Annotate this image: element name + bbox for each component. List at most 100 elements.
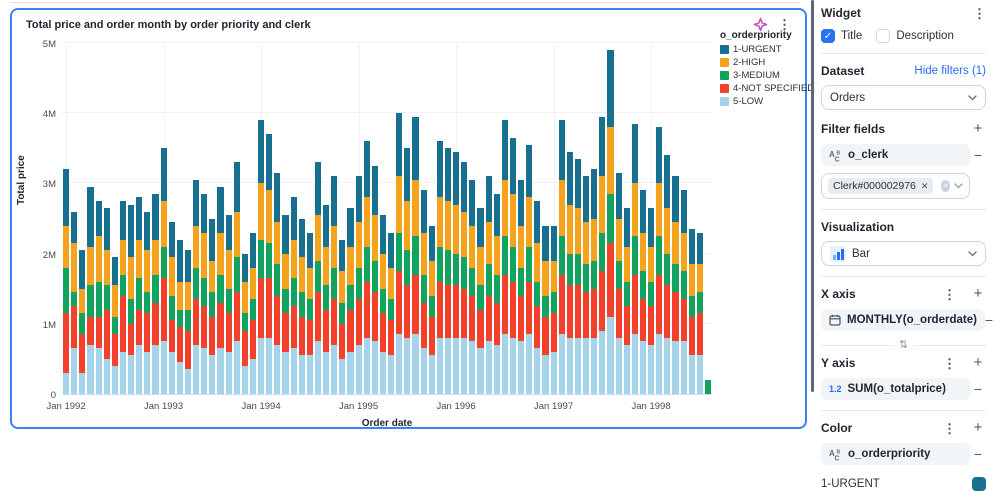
bar-column[interactable] (258, 120, 265, 394)
bar-column[interactable] (428, 225, 435, 394)
bar-column[interactable] (420, 190, 427, 394)
bar-column[interactable] (63, 169, 70, 394)
bar-column[interactable] (591, 169, 598, 394)
bar-column[interactable] (103, 208, 110, 394)
bar-column[interactable] (639, 190, 647, 394)
bar-column[interactable] (607, 50, 614, 394)
bar-column[interactable] (526, 144, 533, 394)
bar-column[interactable] (412, 116, 419, 394)
bar-column[interactable] (298, 218, 305, 394)
dataset-select[interactable]: Orders (821, 85, 986, 110)
bar-column[interactable] (282, 215, 289, 394)
legend-item[interactable]: 4-NOT SPECIFIED (720, 83, 814, 94)
legend-item[interactable]: 3-MEDIUM (720, 70, 814, 81)
bar-column[interactable] (583, 176, 590, 394)
y-axis-menu-icon[interactable]: ⋮ (943, 355, 956, 371)
bar-column[interactable] (128, 204, 135, 394)
filter-value-input[interactable]: Clerk#000002976 ✕ ✕ (821, 173, 970, 199)
bar-column[interactable] (534, 200, 541, 394)
remove-x-axis-button[interactable]: − (984, 312, 994, 328)
bar-column[interactable] (225, 215, 232, 394)
bar-column[interactable] (469, 179, 476, 394)
bar-column[interactable] (501, 120, 508, 394)
bar-column[interactable] (648, 208, 655, 394)
bar-column[interactable] (363, 141, 370, 394)
add-y-axis-button[interactable]: + (973, 354, 983, 371)
bar-column[interactable] (233, 162, 240, 394)
bar-column[interactable] (266, 134, 273, 394)
bar-column[interactable] (290, 197, 297, 394)
remove-color-button[interactable]: − (973, 446, 983, 462)
bar-column[interactable] (574, 158, 582, 394)
bar-column[interactable] (160, 148, 167, 394)
bar-column[interactable] (119, 200, 127, 394)
bar-column[interactable] (509, 137, 517, 394)
bar-column[interactable] (566, 151, 573, 394)
filter-chip[interactable]: Clerk#000002976 ✕ (828, 178, 934, 194)
bar-column[interactable] (672, 176, 679, 394)
bar-column[interactable] (371, 165, 378, 394)
visualization-select[interactable]: Bar (821, 241, 986, 266)
bar-column[interactable] (347, 208, 354, 394)
color-menu-icon[interactable]: ⋮ (943, 420, 956, 436)
color-field[interactable]: A B C o_orderpriority (821, 443, 970, 465)
bar-column[interactable] (599, 116, 606, 394)
chart-menu-icon[interactable]: ⋮ (778, 17, 791, 32)
panel-scrollbar[interactable] (811, 0, 814, 392)
bar-column[interactable] (696, 232, 703, 394)
bar-column[interactable] (111, 257, 118, 394)
bar-column[interactable] (136, 197, 143, 394)
checkbox-unchecked-icon[interactable] (876, 29, 891, 43)
chip-remove-icon[interactable]: ✕ (920, 180, 929, 191)
bar-column[interactable] (71, 211, 78, 394)
panel-menu-icon[interactable]: ⋮ (973, 5, 986, 21)
y-axis-field[interactable]: 1.2 SUM(o_totalprice) (821, 378, 970, 400)
bar-column[interactable] (396, 113, 403, 394)
bar-column[interactable] (656, 127, 663, 394)
bar-column[interactable] (615, 172, 622, 394)
bar-column[interactable] (168, 222, 175, 394)
bar-column[interactable] (388, 232, 395, 394)
bar-column[interactable] (688, 229, 695, 394)
bar-column[interactable] (323, 204, 330, 394)
bar-column[interactable] (339, 239, 346, 394)
bar-column[interactable] (87, 186, 94, 394)
remove-filter-button[interactable]: − (973, 147, 983, 163)
bar-column[interactable] (436, 141, 443, 394)
bar-column[interactable] (542, 225, 549, 394)
bar-column[interactable] (379, 215, 387, 394)
swap-axes-icon[interactable]: ⇅ (893, 338, 914, 351)
bar-column[interactable] (241, 253, 248, 394)
bar-column[interactable] (184, 250, 192, 394)
bar-column[interactable] (453, 151, 460, 394)
bar-column[interactable] (518, 179, 525, 394)
bar-column[interactable] (274, 172, 281, 394)
add-x-axis-button[interactable]: + (973, 285, 983, 302)
bar-column[interactable] (550, 225, 557, 394)
bar-column[interactable] (623, 208, 630, 394)
bar-column[interactable] (209, 218, 216, 394)
add-color-button[interactable]: + (973, 419, 983, 436)
bar-column[interactable] (680, 190, 687, 394)
bar-column[interactable] (331, 176, 338, 394)
legend-item[interactable]: 5-LOW (720, 96, 814, 107)
bar-column[interactable] (314, 162, 322, 394)
color-value-swatch[interactable] (972, 477, 986, 491)
ai-sparkle-icon[interactable] (753, 17, 768, 32)
bar-column[interactable] (152, 193, 159, 394)
remove-y-axis-button[interactable]: − (973, 381, 983, 397)
hide-filters-link[interactable]: Hide filters (1) (914, 65, 986, 77)
bar-column[interactable] (355, 176, 362, 394)
x-axis-menu-icon[interactable]: ⋮ (943, 286, 956, 302)
bar-column[interactable] (217, 186, 224, 394)
bar-column[interactable] (176, 239, 183, 394)
bar-column[interactable] (477, 207, 484, 394)
bar-column[interactable] (201, 193, 208, 394)
bar-column[interactable] (485, 176, 492, 394)
title-checkbox[interactable]: ✓ Title (821, 29, 862, 43)
bar-column[interactable] (444, 148, 452, 394)
bar-column[interactable] (249, 232, 257, 394)
bar-column[interactable] (404, 148, 411, 394)
bar-column[interactable] (95, 200, 102, 394)
bar-column[interactable] (631, 123, 638, 394)
